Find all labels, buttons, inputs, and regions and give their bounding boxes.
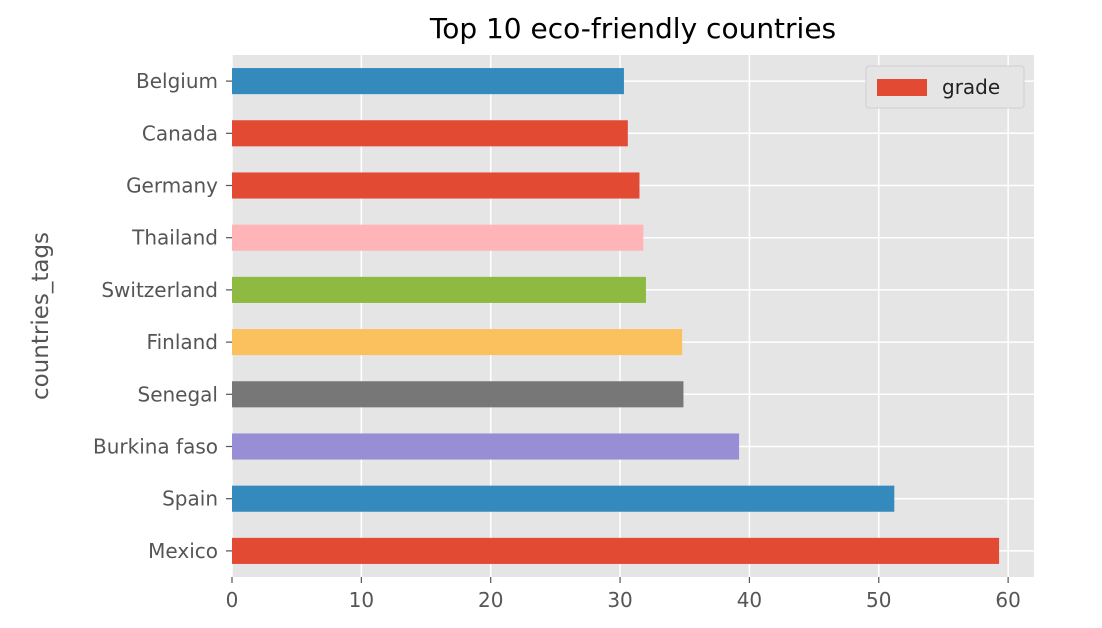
y-tick-label: Canada [142, 121, 218, 145]
bar-spain [232, 485, 895, 512]
y-tick-label: Spain [162, 487, 218, 511]
bar-mexico [232, 537, 1000, 564]
x-tick-label: 50 [866, 588, 891, 612]
bar-germany [232, 172, 640, 199]
y-tick-label: Finland [147, 330, 218, 354]
x-tick-label: 60 [995, 588, 1020, 612]
chart-title: Top 10 eco-friendly countries [429, 12, 836, 45]
bar-burkina-faso [232, 433, 740, 460]
bar-belgium [232, 68, 624, 95]
x-tick-label: 10 [349, 588, 374, 612]
y-tick-label: Switzerland [101, 278, 218, 302]
bar-finland [232, 329, 683, 356]
y-tick-label: Thailand [131, 226, 218, 250]
y-tick-label: Belgium [136, 69, 218, 93]
y-tick-label: Burkina faso [93, 435, 218, 459]
bars [232, 68, 1000, 564]
bar-senegal [232, 381, 684, 408]
legend: grade [865, 65, 1025, 109]
y-axis-label: countries_tags [28, 232, 54, 400]
legend-label-grade: grade [942, 75, 1000, 99]
x-tick-label: 30 [607, 588, 632, 612]
y-axis-ticks: Mexico Spain Burkina faso Senegal Finland Swi… [93, 69, 232, 563]
y-tick-label: Germany [126, 174, 218, 198]
x-tick-label: 0 [226, 588, 239, 612]
legend-swatch-grade [877, 79, 927, 96]
bar-thailand [232, 224, 644, 251]
y-tick-label: Senegal [138, 382, 219, 406]
y-tick-label: Mexico [148, 539, 218, 563]
legend-box [865, 65, 1025, 109]
x-axis-ticks: 0 10 20 30 40 50 60 [226, 577, 1021, 612]
bar-canada [232, 120, 628, 147]
bar-switzerland [232, 276, 646, 303]
x-tick-label: 40 [737, 588, 762, 612]
x-tick-label: 20 [478, 588, 503, 612]
